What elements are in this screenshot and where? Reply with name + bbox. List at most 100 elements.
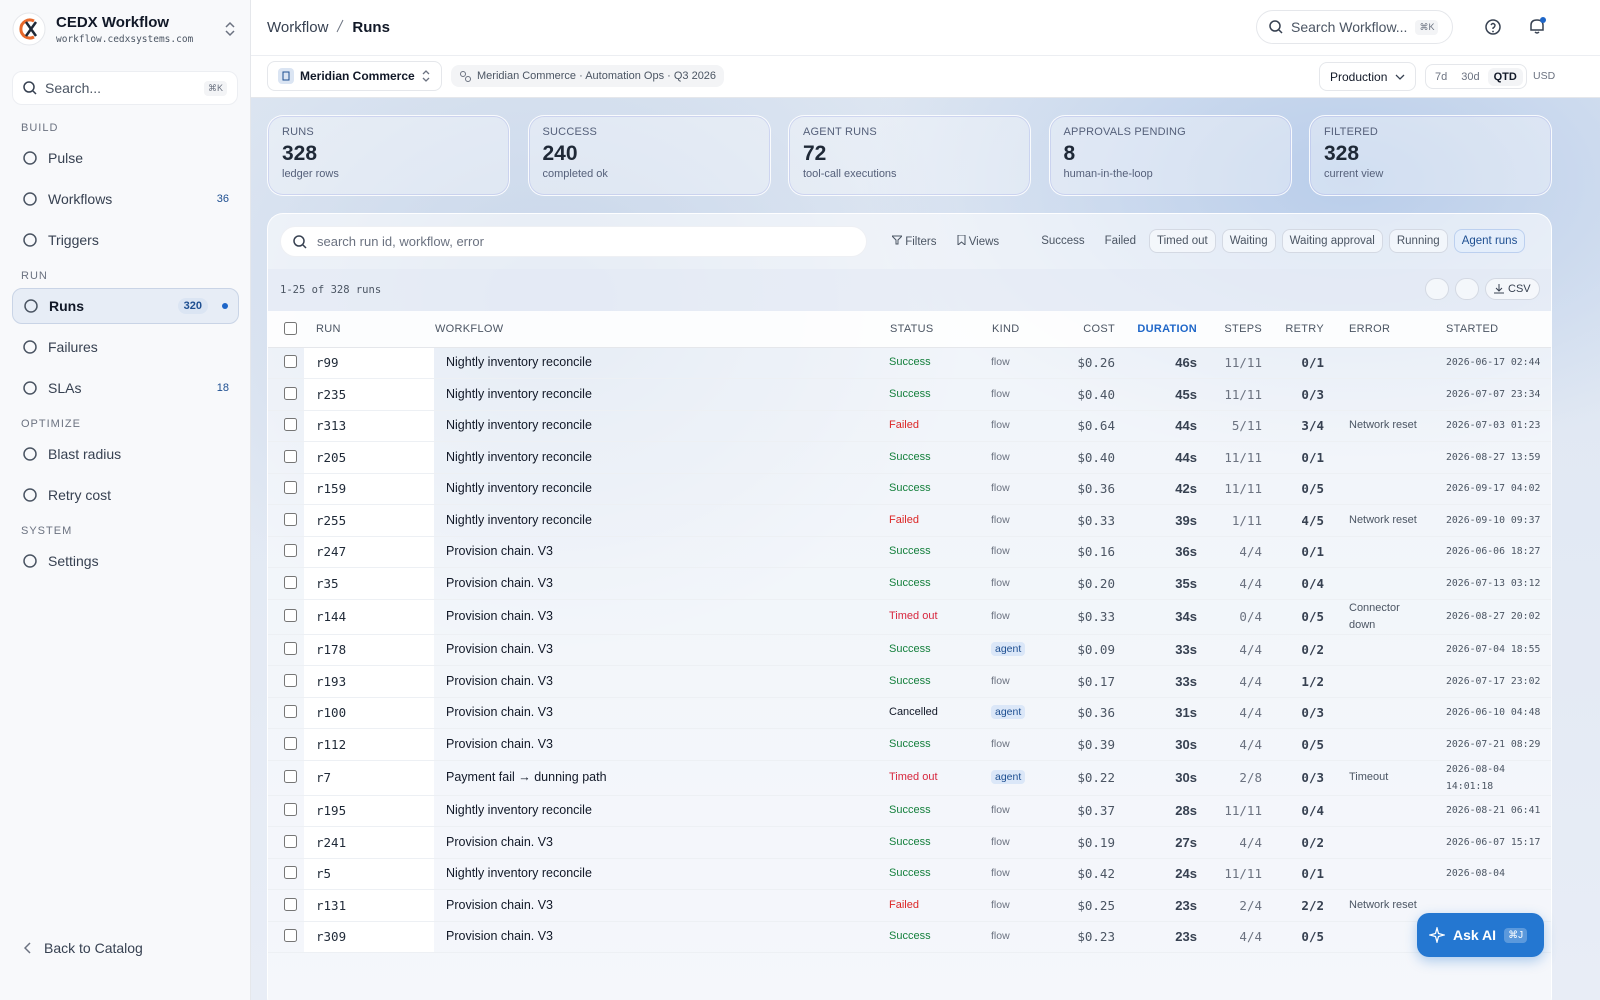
nav-item[interactable]: Pulse [12,140,239,176]
column-header[interactable]: WORKFLOW [434,311,889,348]
run-search[interactable]: search run id, workflow, error [280,226,867,257]
cost-cell: $0.39 [1051,728,1121,761]
run-row[interactable]: r255 Nightly inventory reconcile Failed flo… [268,504,1551,537]
range-option[interactable]: QTD [1487,67,1523,86]
checkbox[interactable] [284,897,297,911]
run-row[interactable]: r313 Nightly inventory reconcile Failed flo… [268,410,1551,442]
status-chip[interactable]: Agent runs [1453,229,1526,253]
environment-select[interactable]: Production [1319,62,1416,91]
nav-item[interactable]: SLAs 18 [12,370,239,406]
views-button[interactable]: Views [950,230,1007,253]
column-settings[interactable] [1455,278,1479,300]
run-row[interactable]: r35 Provision chain. V3 Success flow $0.20 35… [268,567,1551,600]
checkbox[interactable] [284,673,297,687]
column-header[interactable]: COST [1051,311,1121,348]
logo [12,12,46,46]
run-row[interactable]: r309 Provision chain. V3 Success flow $0.23 2… [268,921,1551,953]
run-row[interactable]: r193 Provision chain. V3 Success flow $0.17 3… [268,665,1551,698]
checkbox[interactable] [284,866,297,880]
checkbox[interactable] [284,449,297,463]
checkbox[interactable] [284,355,297,369]
checkbox[interactable] [284,481,297,495]
duration-cell: 46s [1121,347,1203,379]
checkbox[interactable] [284,929,297,943]
column-header[interactable]: RUN [304,311,434,348]
kind-cell: flow [991,921,1051,953]
checkbox[interactable] [284,418,297,432]
nav-item[interactable]: Retry cost [12,477,239,513]
nav-item[interactable]: Blast radius [12,436,239,472]
checkbox[interactable] [284,575,297,589]
checkbox[interactable] [284,736,297,750]
notifications-icon[interactable] [1527,16,1547,36]
csv-export[interactable]: CSV [1485,278,1540,300]
ask-ai-button[interactable]: Ask AI ⌘J [1417,913,1544,957]
checkbox[interactable] [284,642,297,656]
org-selector[interactable]: Meridian Commerce [267,61,442,91]
checkbox[interactable] [284,386,297,400]
run-row[interactable]: r235 Nightly inventory reconcile Success fl… [268,378,1551,411]
run-row[interactable]: r5 Nightly inventory reconcile Success flow… [268,858,1551,890]
column-header[interactable]: STEPS [1203,311,1268,348]
run-row[interactable]: r7 Payment fail → dunning path Timed out ag… [268,760,1551,796]
status-chip[interactable]: Running [1388,229,1448,253]
run-row[interactable]: r205 Nightly inventory reconcile Success fl… [268,441,1551,474]
kind-cell: flow [991,858,1051,890]
run-row[interactable]: r178 Provision chain. V3 Success agent $0.09… [268,634,1551,666]
sidebar-search[interactable]: Search... ⌘K [12,71,238,105]
run-cell: r99 [304,347,434,379]
status-chip[interactable]: Timed out [1148,229,1216,253]
nav-item[interactable]: Workflows 36 [12,181,239,217]
nav-item[interactable]: Settings [12,543,239,579]
global-search[interactable]: Search Workflow... ⌘K [1256,10,1453,44]
help-icon[interactable] [1484,18,1502,36]
checkbox[interactable] [284,770,297,783]
column-header[interactable]: STARTED [1436,311,1551,348]
nav-item[interactable]: Failures [12,329,239,365]
checkbox[interactable] [284,322,297,336]
kind-cell: flow [991,795,1051,827]
back-link[interactable]: Back to Catalog [24,940,143,956]
run-row[interactable]: r112 Provision chain. V3 Success flow $0.39 3… [268,728,1551,761]
nav-icon [23,488,37,502]
column-header[interactable]: KIND [991,311,1051,348]
range-option[interactable]: 7d [1435,70,1448,83]
nav-item[interactable]: Triggers [12,222,239,258]
run-row[interactable]: r247 Provision chain. V3 Success flow $0.16 3… [268,536,1551,568]
checkbox[interactable] [284,803,297,817]
nav-item[interactable]: Runs 320 [12,288,239,324]
switcher-icon[interactable] [224,21,236,37]
filters-button[interactable]: Filters [885,230,944,253]
run-row[interactable]: r99 Nightly inventory reconcile Success flo… [268,347,1551,379]
status-chip[interactable]: Success [1041,235,1085,247]
run-row[interactable]: r131 Provision chain. V3 Failed flow $0.25 23… [268,889,1551,922]
run-row[interactable]: r195 Nightly inventory reconcile Success fl… [268,795,1551,827]
duration-cell: 31s [1121,697,1203,729]
density-toggle[interactable] [1425,278,1449,300]
breadcrumb-item[interactable]: Workflow [267,19,329,36]
checkbox[interactable] [284,609,297,622]
column-header[interactable]: ERROR [1330,311,1436,348]
run-row[interactable]: r241 Provision chain. V3 Success flow $0.19 2… [268,826,1551,859]
workflow-cell: Nightly inventory reconcile [434,347,889,379]
run-row[interactable]: r159 Nightly inventory reconcile Success fl… [268,473,1551,505]
status-chip[interactable]: Waiting approval [1281,229,1383,253]
checkbox[interactable] [284,834,297,848]
kind-cell: agent [991,634,1051,666]
status-chip[interactable]: Failed [1104,235,1136,247]
run-row[interactable]: r144 Provision chain. V3 Timed out flow $0.3… [268,599,1551,635]
started-cell: 2026-06-17 02:44 [1436,347,1551,379]
error-cell [1330,795,1436,827]
column-header[interactable]: RETRY [1268,311,1330,348]
column-header[interactable]: DURATION [1121,311,1203,348]
run-row[interactable]: r100 Provision chain. V3 Cancelled agent $0.… [268,697,1551,729]
checkbox[interactable] [284,544,297,558]
range-option[interactable]: 30d [1461,70,1480,83]
checkbox[interactable] [284,705,297,719]
status-chip[interactable]: Waiting [1221,229,1276,253]
steps-cell: 4/4 [1203,634,1268,666]
kpi-sub: human-in-the-loop [1063,168,1153,180]
checkbox[interactable] [284,512,297,526]
column-header[interactable]: STATUS [889,311,991,348]
